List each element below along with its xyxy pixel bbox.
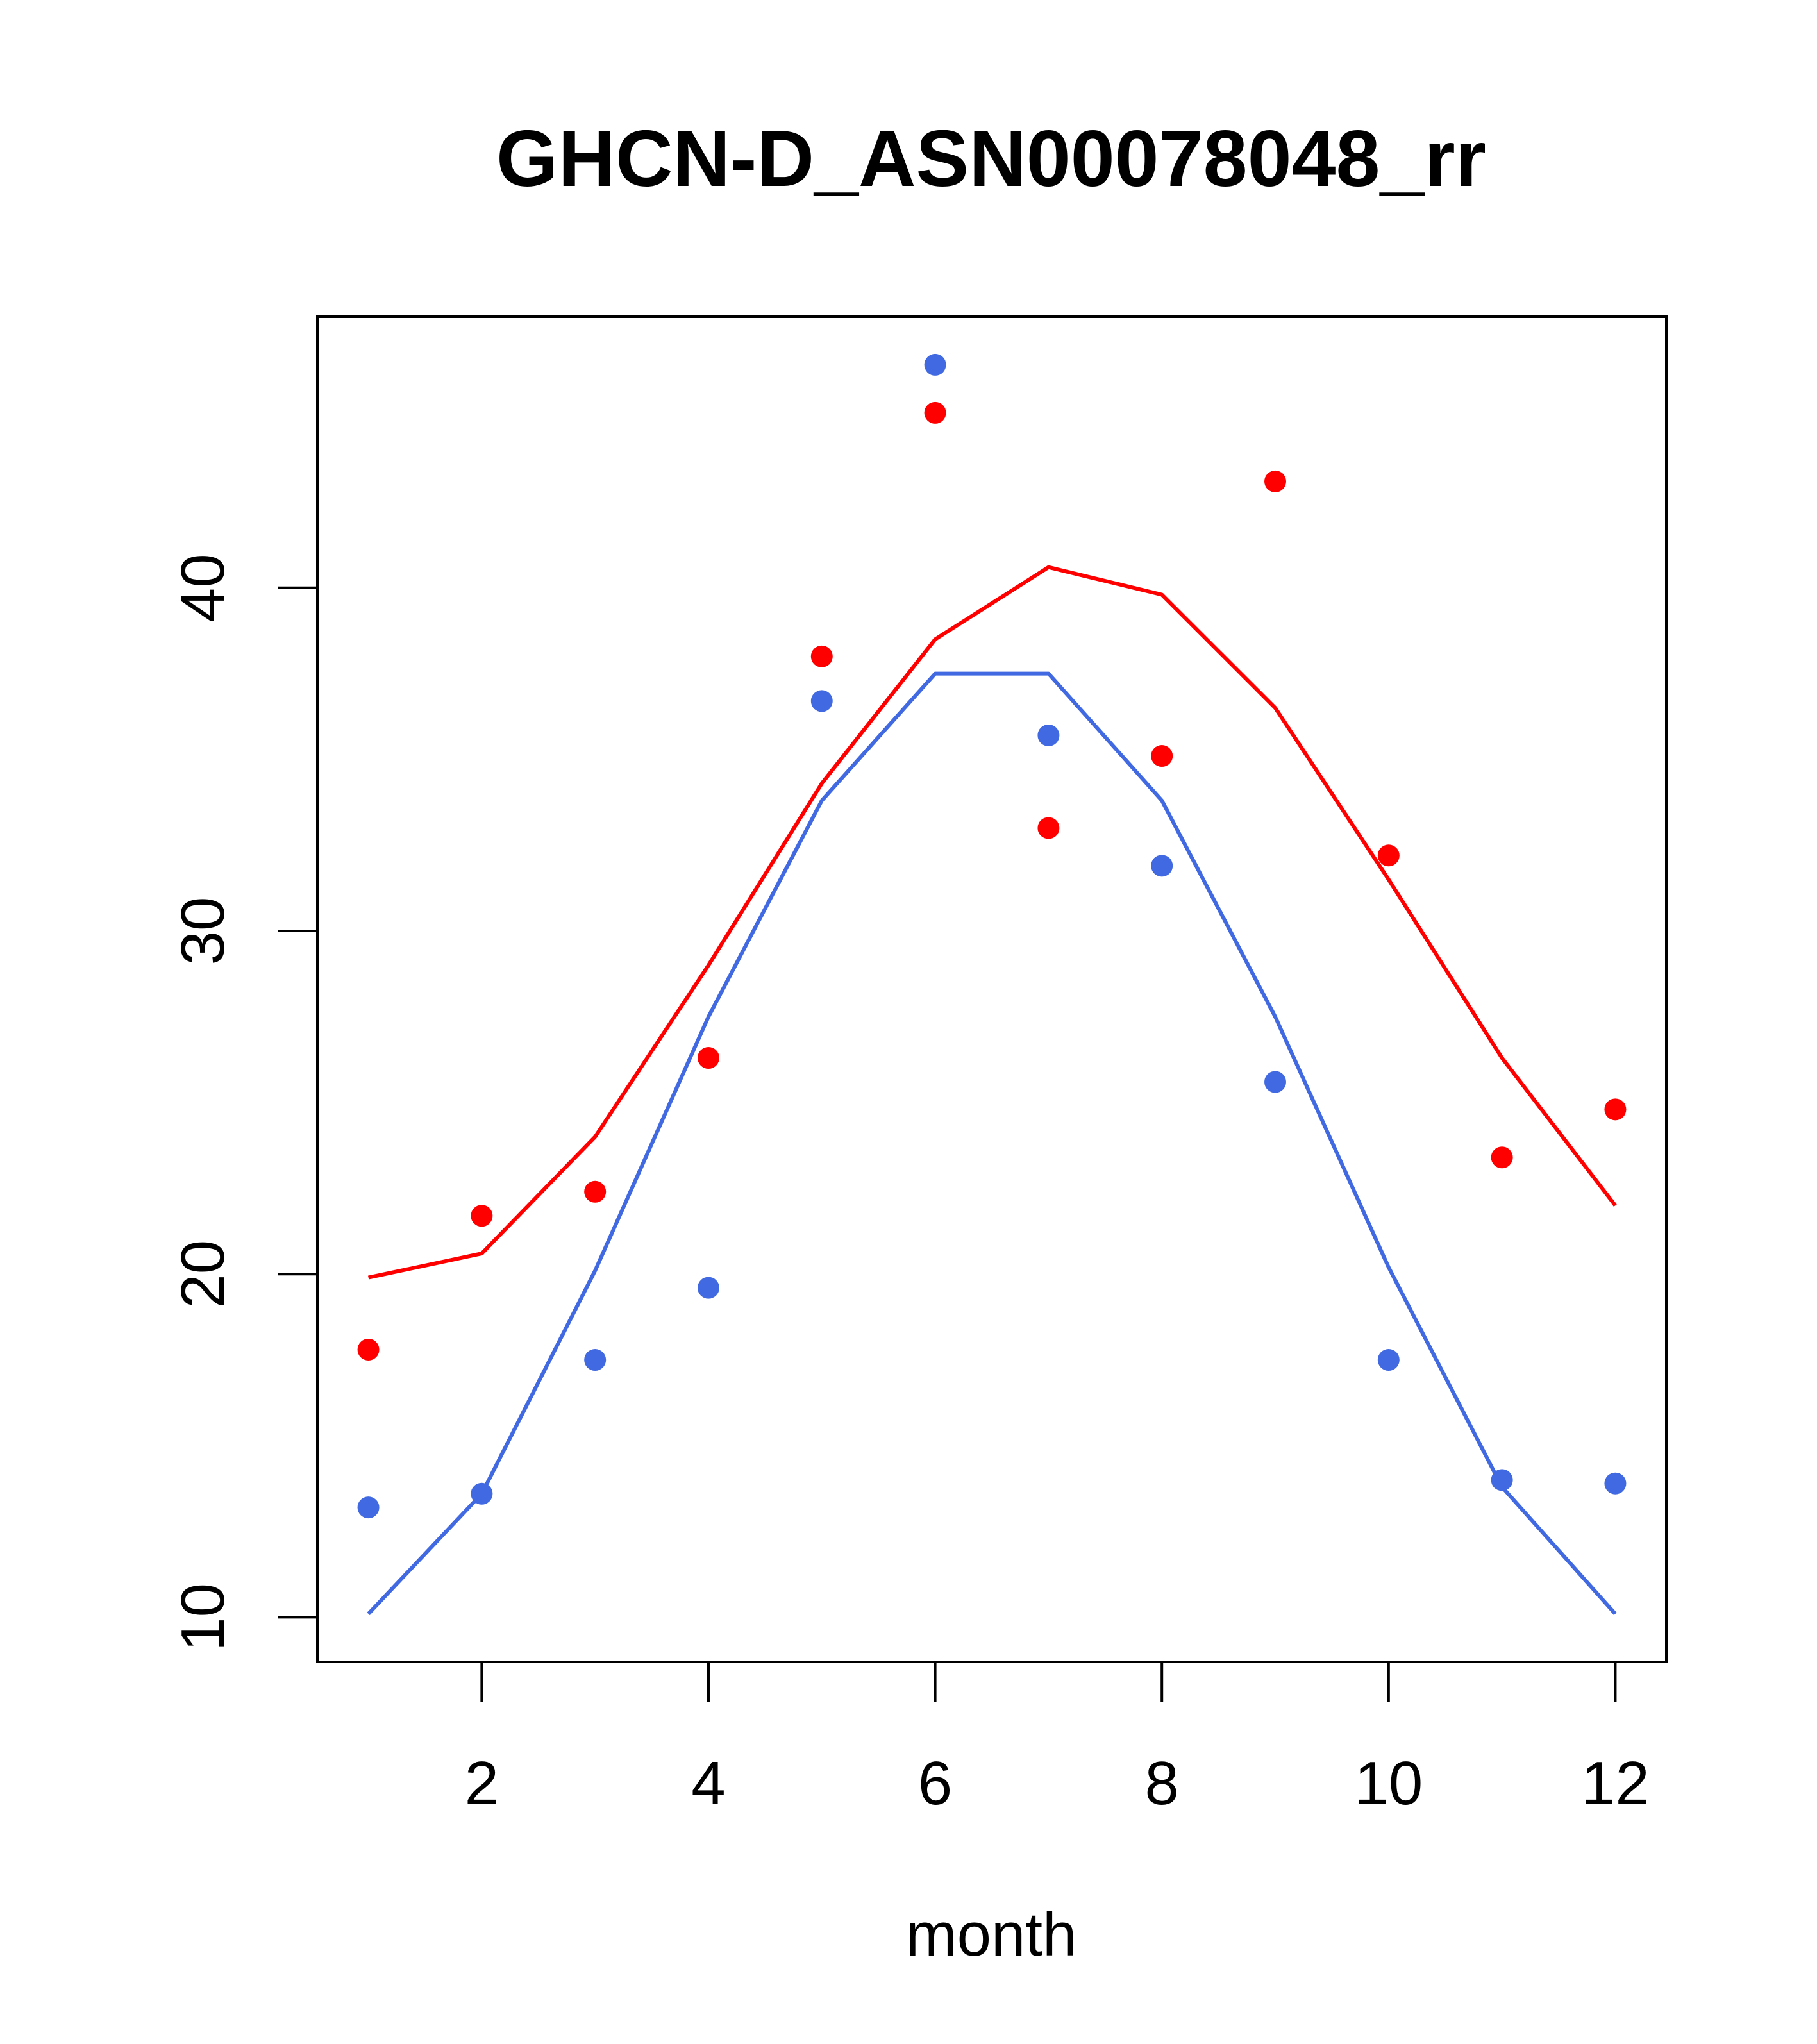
- x-tick-label: 8: [1145, 1749, 1179, 1818]
- series-2-point: [1491, 1469, 1513, 1491]
- series-1-point: [697, 1047, 719, 1069]
- series-2-point: [1264, 1071, 1287, 1093]
- series-1-point: [1377, 844, 1400, 867]
- series-1-point: [1491, 1146, 1513, 1169]
- y-tick-label: 10: [169, 1583, 237, 1652]
- x-tick-label: 12: [1581, 1749, 1650, 1818]
- chart-title: GHCN-D_ASN00078048_rr: [496, 115, 1486, 203]
- series-2-point: [1037, 724, 1060, 746]
- series-2-point: [1151, 855, 1173, 877]
- x-tick-label: 2: [465, 1749, 499, 1818]
- series-2-point: [924, 353, 946, 376]
- series-1-point: [1037, 817, 1060, 839]
- y-tick-label: 40: [169, 553, 237, 622]
- series-1-point: [357, 1338, 380, 1361]
- y-tick-label: 30: [169, 897, 237, 966]
- series-1-point: [1604, 1098, 1627, 1121]
- y-axis: 10 20 30 40: [169, 553, 319, 1652]
- series-2-line: [367, 671, 1617, 1616]
- series-1-point: [1151, 745, 1173, 767]
- series-1-line: [367, 565, 1617, 1280]
- series-1-point: [924, 401, 946, 424]
- series-2-point: [1377, 1349, 1400, 1371]
- series-2-point: [810, 690, 833, 712]
- x-axis-label: month: [906, 1900, 1077, 1969]
- series-2-point: [471, 1482, 493, 1505]
- y-tick-label: 20: [169, 1240, 237, 1309]
- series-1-point: [471, 1205, 493, 1227]
- x-tick-label: 10: [1354, 1749, 1423, 1818]
- x-axis: 2 4 6 8 10 12: [465, 1661, 1650, 1818]
- series-1-point: [810, 645, 833, 667]
- series-1-point: [1264, 470, 1287, 492]
- x-tick-label: 4: [691, 1749, 725, 1818]
- series-layer: [357, 353, 1627, 1616]
- x-tick-label: 6: [918, 1749, 952, 1818]
- series-2-point: [697, 1277, 719, 1299]
- series-2-point: [1604, 1472, 1627, 1495]
- series-2-point: [357, 1496, 380, 1519]
- plot-frame: [316, 315, 1668, 1663]
- series-1-point: [584, 1180, 607, 1203]
- series-2-point: [584, 1349, 607, 1371]
